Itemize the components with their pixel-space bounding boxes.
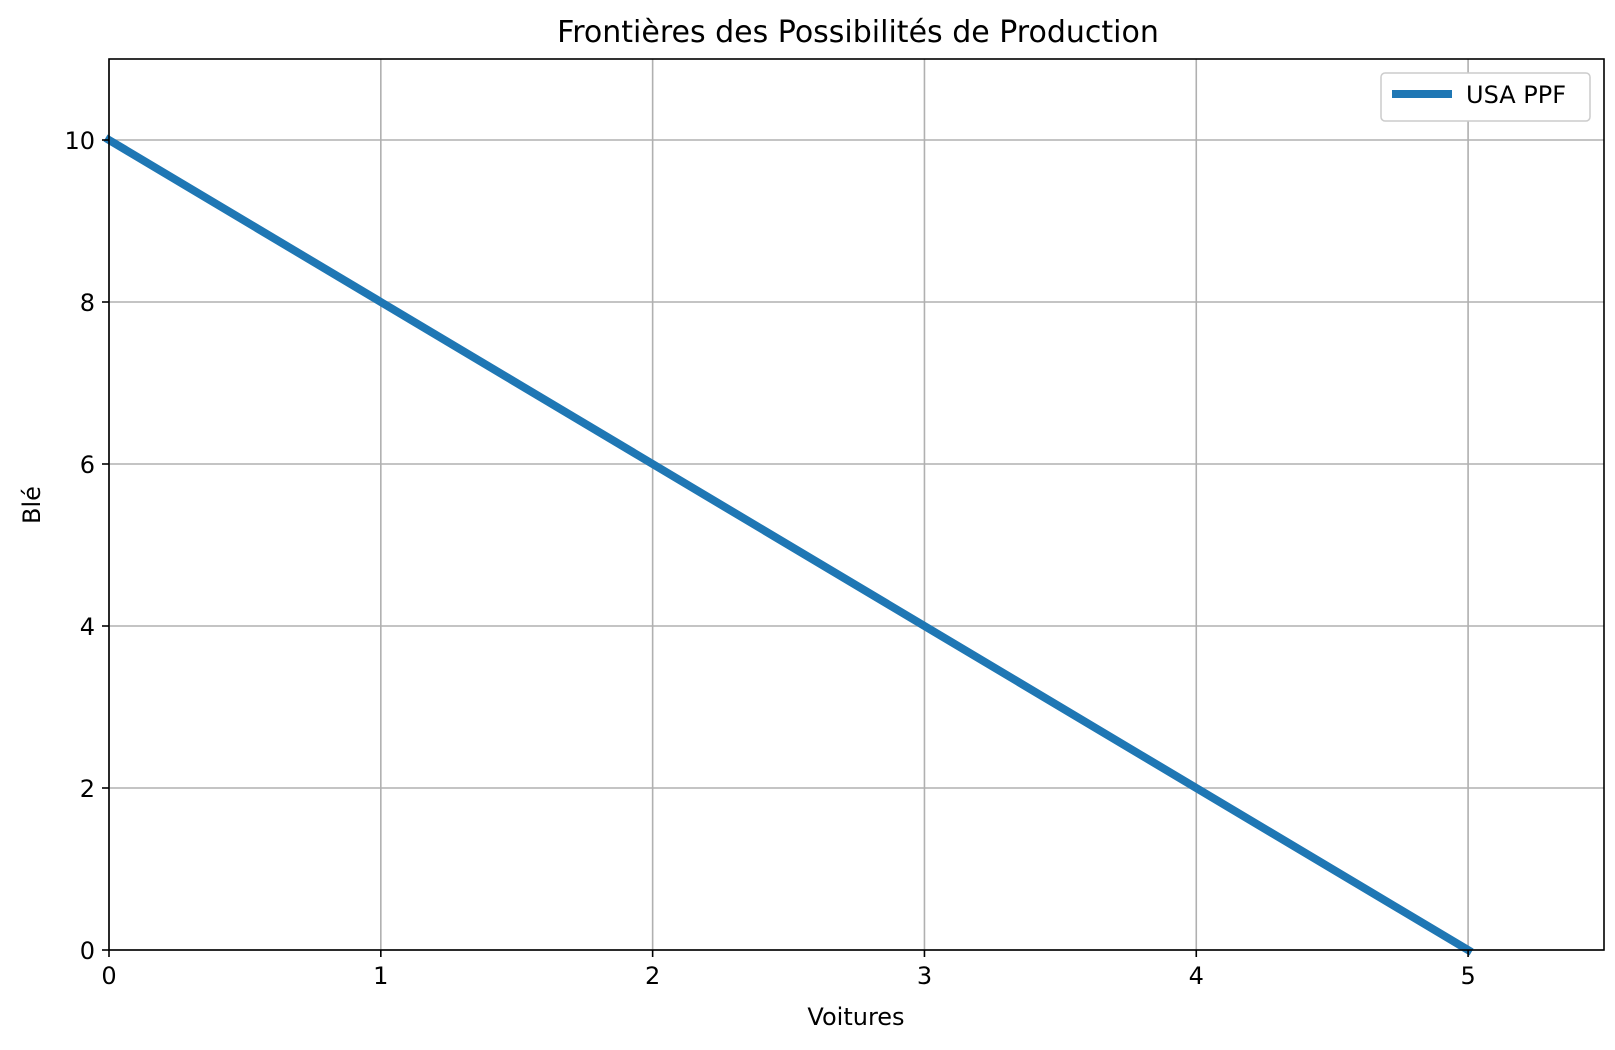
x-tick-label: 3: [917, 962, 932, 990]
x-tick-label: 2: [645, 962, 660, 990]
y-tick-label: 10: [64, 127, 95, 155]
plot-area-frame: [108, 58, 1605, 951]
x-axis-label: Voitures: [807, 1003, 904, 1031]
y-tick-label: 4: [80, 613, 95, 641]
y-tick-label: 8: [80, 289, 95, 317]
legend: USA PPF: [1380, 72, 1591, 122]
y-tick-label: 6: [80, 451, 95, 479]
y-axis-label: Blé: [18, 486, 46, 524]
x-tick-label: 5: [1460, 962, 1475, 990]
x-tick-label: 0: [101, 962, 116, 990]
y-tick-label: 0: [80, 937, 95, 965]
x-axis-ticks: 0 1 2 3 4 5: [101, 950, 1476, 990]
y-tick-label: 2: [80, 775, 95, 803]
x-tick-label: 4: [1189, 962, 1204, 990]
legend-box: [1380, 72, 1591, 122]
series-line: [103, 134, 1474, 956]
y-axis-ticks: 0 2 4 6 8 10: [64, 127, 109, 965]
x-tick-label: 1: [373, 962, 388, 990]
chart-title: Frontières des Possibilités de Productio…: [557, 15, 1159, 50]
series-layer: [103, 134, 1474, 956]
legend-label: USA PPF: [1466, 81, 1566, 109]
